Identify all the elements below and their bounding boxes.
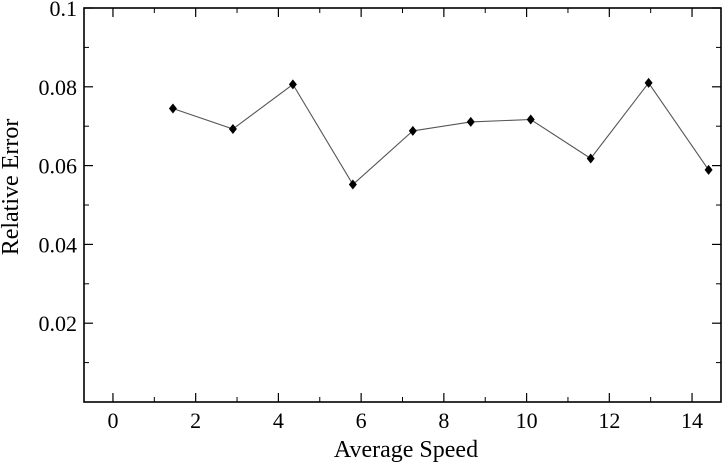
y-tick-label: 0.06	[39, 154, 78, 179]
plot-border	[83, 7, 722, 403]
x-tick-label: 0	[107, 408, 118, 433]
series-line-group	[172, 81, 710, 186]
data-point	[228, 123, 237, 134]
data-point	[348, 179, 357, 190]
x-tick-label: 2	[190, 408, 201, 433]
data-point	[288, 79, 297, 90]
data-point	[586, 153, 595, 164]
data-point	[644, 77, 653, 88]
y-axis-title: Relative Error	[0, 119, 24, 256]
x-tick-label: 4	[273, 408, 284, 433]
data-point	[466, 116, 475, 127]
data-markers	[168, 77, 713, 190]
y-tick-label: 0.08	[39, 75, 78, 100]
x-axis-title: Average Speed	[334, 437, 478, 463]
y-tick-label: 0.02	[39, 311, 78, 336]
x-tick-label: 6	[356, 408, 367, 433]
series-line	[172, 81, 710, 186]
x-tick-label: 12	[598, 408, 620, 433]
y-tick-label: 0.1	[50, 0, 78, 21]
y-tick-labels: 0.02 0.04 0.06 0.08 0.1	[39, 0, 78, 336]
x-tick-labels: 0 2 4 6 8 10 12 14	[107, 408, 703, 433]
axis-ticks	[84, 7, 721, 402]
y-tick-label: 0.04	[39, 232, 78, 257]
data-point	[704, 164, 713, 175]
data-point	[168, 103, 177, 114]
plot-frame	[83, 7, 722, 403]
data-point	[408, 125, 417, 136]
data-point	[526, 114, 535, 125]
x-tick-label: 8	[438, 408, 449, 433]
x-tick-label: 14	[681, 408, 703, 433]
x-tick-label: 10	[516, 408, 538, 433]
